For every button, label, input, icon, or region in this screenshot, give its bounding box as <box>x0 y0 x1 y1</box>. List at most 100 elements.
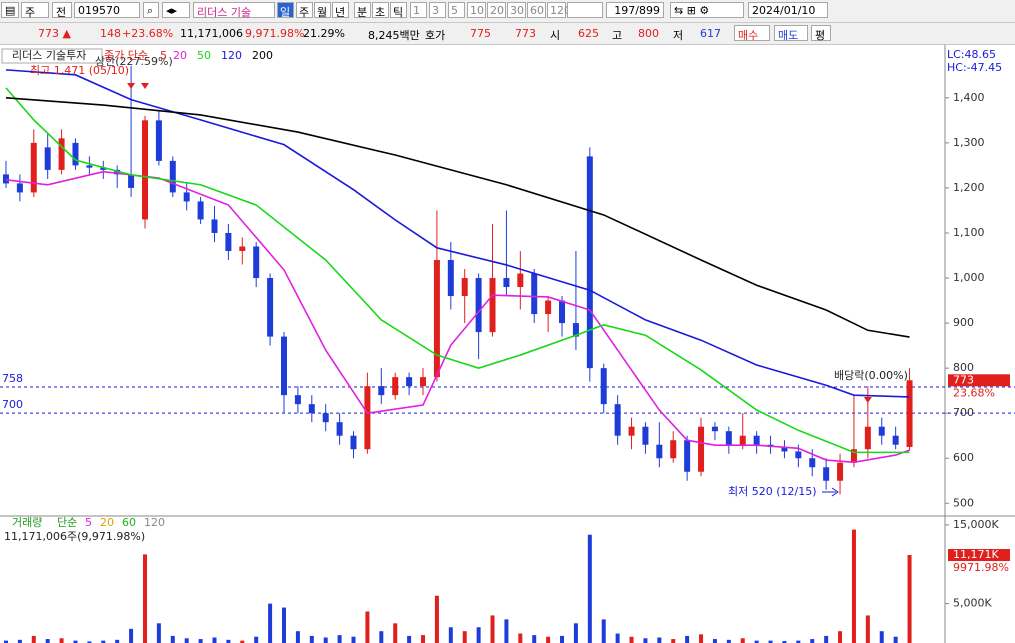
volume-bar <box>615 633 620 643</box>
volume-bar <box>337 635 342 643</box>
candle-body <box>447 260 454 297</box>
candle-body <box>44 147 51 170</box>
volume-bar <box>212 637 217 643</box>
y-tick-label: 700 <box>953 406 974 419</box>
bid: 773 <box>515 27 536 40</box>
candle-body <box>559 300 566 324</box>
step-button[interactable]: 30 <box>507 2 526 18</box>
arrow <box>140 83 149 89</box>
change-pct: +23.68% <box>122 27 174 40</box>
volume-bar <box>115 639 120 643</box>
volume-bar <box>17 639 22 643</box>
step-button[interactable]: 10 <box>467 2 486 18</box>
unit-button[interactable]: 주 <box>296 2 313 19</box>
open-label: 시 <box>550 29 561 42</box>
legend-entry: 20 <box>173 49 187 62</box>
volume-bar <box>573 623 578 643</box>
candle-body <box>239 246 246 251</box>
sound-button[interactable]: ◂▸ <box>162 2 190 18</box>
volume-bar <box>462 631 467 643</box>
y-tick-label: 900 <box>953 316 974 329</box>
candle-body <box>586 156 593 369</box>
candle-body <box>72 142 79 166</box>
ma-short: 5 <box>160 49 167 62</box>
candle-body <box>322 413 329 423</box>
step-input[interactable] <box>567 2 603 18</box>
volume-bar <box>142 554 147 643</box>
candle-body <box>461 278 468 297</box>
step-button[interactable]: 3 <box>429 2 446 18</box>
buy-button[interactable]: 매수 <box>734 25 770 42</box>
tool-icons[interactable]: ⇆ ⊞ ⚙ <box>670 2 744 18</box>
y-tick-label: 5,000K <box>953 597 992 610</box>
avg-button[interactable]: 평 <box>811 25 831 42</box>
unit-button[interactable]: 월 <box>314 2 331 19</box>
code-input[interactable]: 019570 <box>74 2 140 18</box>
unit-button[interactable]: 년 <box>332 2 349 19</box>
unit-button[interactable]: 틱 <box>390 2 407 19</box>
mode-button[interactable]: 전 <box>52 2 72 19</box>
volume-bar <box>379 631 384 643</box>
amount: 8,245백만 <box>368 29 420 42</box>
limit-note: 상한(227.59%) <box>95 55 173 68</box>
chart-title: 리더스 기술투자 <box>12 49 86 62</box>
candle-body <box>128 174 135 188</box>
price-tag-label: 773 <box>953 373 974 386</box>
volume-bar <box>490 615 495 643</box>
lc-note: LC:48.65 <box>947 48 996 61</box>
volume-bar <box>170 635 175 643</box>
volume-bar <box>671 639 676 643</box>
date-input[interactable]: 2024/01/10 <box>748 2 828 18</box>
low-note: 최저 520 (12/15) <box>728 485 817 498</box>
volume-bar <box>601 619 606 643</box>
volume-bar <box>476 627 481 643</box>
volume-bar <box>796 640 801 643</box>
volume-bar <box>45 639 50 643</box>
volume-ma-name: 60 <box>122 516 136 529</box>
ma-line <box>5 170 910 464</box>
unit-button[interactable]: 초 <box>372 2 389 19</box>
menu-icon[interactable]: ▤ <box>1 2 19 18</box>
candle-body <box>823 467 830 481</box>
high: 800 <box>638 27 659 40</box>
unit-button[interactable]: 일 <box>277 2 294 19</box>
candle-body <box>433 260 440 378</box>
step-button[interactable]: 20 <box>487 2 506 18</box>
candle-body <box>169 160 176 193</box>
step-button[interactable]: 1 <box>410 2 427 18</box>
y-tick-label: 600 <box>953 451 974 464</box>
sell-button[interactable]: 매도 <box>774 25 808 42</box>
period-select[interactable]: 주 <box>21 2 49 19</box>
volume-bar <box>309 635 314 643</box>
volume-bar <box>365 611 370 643</box>
volume-bar <box>295 631 300 643</box>
candle-body <box>489 278 496 333</box>
volume-bar <box>712 639 717 643</box>
candle-body <box>545 300 552 315</box>
candle-body <box>503 278 510 288</box>
step-button[interactable]: 5 <box>448 2 465 18</box>
unit-button[interactable]: 분 <box>354 2 371 19</box>
volume-bar <box>448 627 453 643</box>
volume-bar <box>504 619 509 643</box>
step-button[interactable]: 120 <box>547 2 571 18</box>
candle-body <box>698 426 705 472</box>
candle-body <box>350 435 357 450</box>
search-button[interactable]: ⌕ <box>143 2 159 18</box>
legend-entry: 120 <box>221 49 242 62</box>
title-box <box>1 48 103 64</box>
last-volume-tag <box>948 549 1010 562</box>
volume-bar <box>643 638 648 643</box>
step-button[interactable]: 60 <box>527 2 546 18</box>
volume-bar <box>198 639 203 643</box>
candle-body <box>809 458 816 468</box>
candle-body <box>211 219 218 233</box>
y-tick-label: 800 <box>953 361 974 374</box>
ref-label: 758 <box>2 372 23 385</box>
candle-body <box>225 232 232 251</box>
name-field[interactable]: 리더스 기술 <box>193 2 275 19</box>
high-note: 최고 1,471 (05/10) <box>30 64 129 77</box>
candle-body <box>725 431 732 445</box>
volume-title: 거래량 <box>12 516 42 529</box>
candle-body <box>308 404 315 414</box>
